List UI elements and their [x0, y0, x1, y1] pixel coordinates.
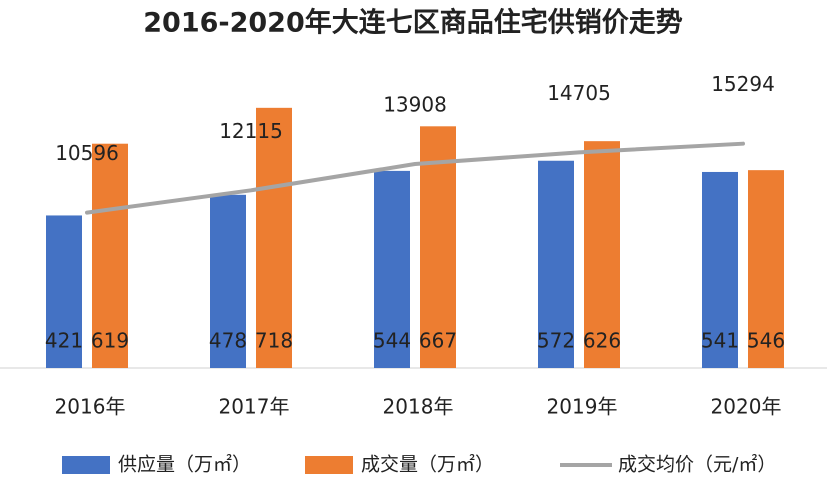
bar-label: 572 — [537, 329, 575, 353]
x-tick-label: 2017年 — [219, 395, 290, 419]
legend-swatch — [305, 456, 353, 474]
bar — [92, 143, 128, 368]
bar-label: 718 — [255, 329, 293, 353]
bar-label: 546 — [747, 329, 785, 353]
bar — [538, 160, 574, 368]
bar — [374, 170, 410, 368]
line-label: 14705 — [547, 81, 611, 105]
bar-label: 544 — [373, 329, 411, 353]
legend-label: 成交量（万㎡） — [361, 453, 494, 476]
legend-swatch — [62, 456, 110, 474]
line-label: 10596 — [55, 141, 119, 165]
chart-title: 2016-2020年大连七区商品住宅供销价走势 — [143, 7, 683, 39]
bar — [256, 107, 292, 368]
line-label: 15294 — [711, 72, 775, 96]
bar — [584, 141, 620, 368]
legend-label: 供应量（万㎡） — [118, 453, 251, 476]
bar-label: 667 — [419, 329, 457, 353]
x-tick-label: 2020年 — [711, 395, 782, 419]
bar — [46, 215, 82, 368]
legend-label: 成交均价（元/㎡） — [618, 453, 776, 476]
line-label: 13908 — [383, 93, 447, 117]
bar-label: 421 — [45, 329, 83, 353]
line — [85, 141, 745, 215]
bar-label: 541 — [701, 329, 739, 353]
line-label: 12115 — [219, 119, 283, 143]
bar — [420, 126, 456, 369]
bar — [748, 170, 784, 368]
bar — [702, 171, 738, 368]
bar-label: 626 — [583, 329, 621, 353]
bar — [210, 194, 246, 368]
bar-label: 478 — [209, 329, 247, 353]
x-tick-label: 2019年 — [547, 395, 618, 419]
bar-label: 619 — [91, 329, 129, 353]
x-tick-label: 2016年 — [55, 395, 126, 419]
x-tick-label: 2018年 — [383, 395, 454, 419]
